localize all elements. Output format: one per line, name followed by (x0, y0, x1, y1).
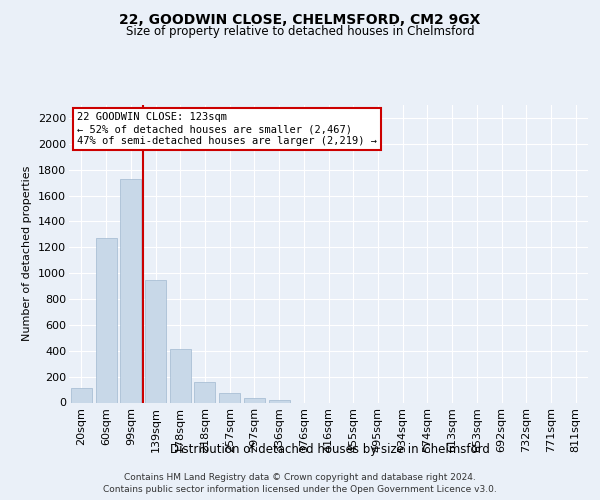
Y-axis label: Number of detached properties: Number of detached properties (22, 166, 32, 342)
Text: 22 GOODWIN CLOSE: 123sqm
← 52% of detached houses are smaller (2,467)
47% of sem: 22 GOODWIN CLOSE: 123sqm ← 52% of detach… (77, 112, 377, 146)
Bar (95, 238, 116, 402)
Bar (71, 388, 92, 402)
Bar (269, 400, 290, 402)
Bar (219, 393, 240, 402)
Text: 22, GOODWIN CLOSE, CHELMSFORD, CM2 9GX: 22, GOODWIN CLOSE, CHELMSFORD, CM2 9GX (119, 12, 481, 26)
Bar (194, 382, 215, 402)
Bar (145, 280, 166, 402)
Text: Contains HM Land Registry data © Crown copyright and database right 2024.: Contains HM Land Registry data © Crown c… (124, 472, 476, 482)
Text: Size of property relative to detached houses in Chelmsford: Size of property relative to detached ho… (125, 25, 475, 38)
Text: Distribution of detached houses by size in Chelmsford: Distribution of detached houses by size … (170, 442, 490, 456)
Bar (120, 178, 141, 402)
Bar (244, 398, 265, 402)
Text: Contains public sector information licensed under the Open Government Licence v3: Contains public sector information licen… (103, 485, 497, 494)
Bar (170, 350, 191, 403)
